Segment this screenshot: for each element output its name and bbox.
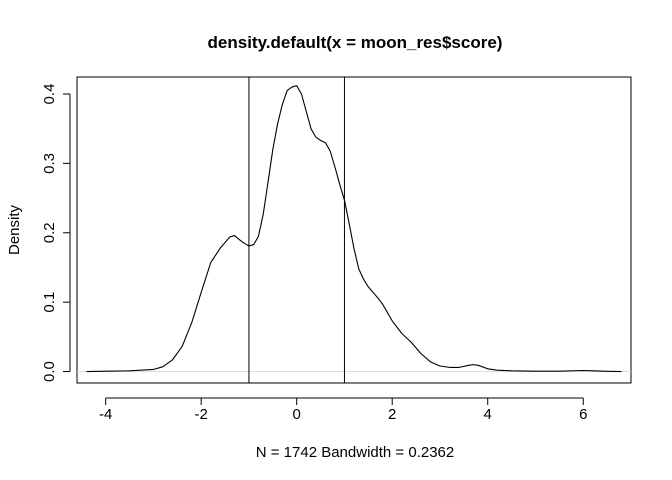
x-tick-label: 4 [484, 406, 492, 423]
plot-frame [76, 76, 632, 384]
y-tick-label: 0.4 [41, 84, 58, 105]
x-tick-label: 2 [388, 406, 396, 423]
y-tick-label: 0.0 [41, 361, 58, 382]
x-tick-label: -4 [99, 406, 112, 423]
x-tick-label: 6 [579, 406, 587, 423]
y-axis: 0.0 0.1 0.2 0.3 0.4 [41, 84, 71, 382]
x-tick-label: 0 [293, 406, 301, 423]
y-tick-label: 0.1 [41, 292, 58, 313]
y-axis-label: Density [6, 204, 23, 255]
x-axis: -4 -2 0 2 4 6 [99, 397, 587, 423]
y-tick-label: 0.2 [41, 222, 58, 243]
y-tick-label: 0.3 [41, 153, 58, 174]
x-axis-label: N = 1742 Bandwidth = 0.2362 [256, 444, 455, 461]
plot-marks [77, 77, 631, 383]
chart-title: density.default(x = moon_res$score) [208, 33, 503, 52]
density-curve [86, 85, 622, 373]
x-tick-label: -2 [195, 406, 208, 423]
